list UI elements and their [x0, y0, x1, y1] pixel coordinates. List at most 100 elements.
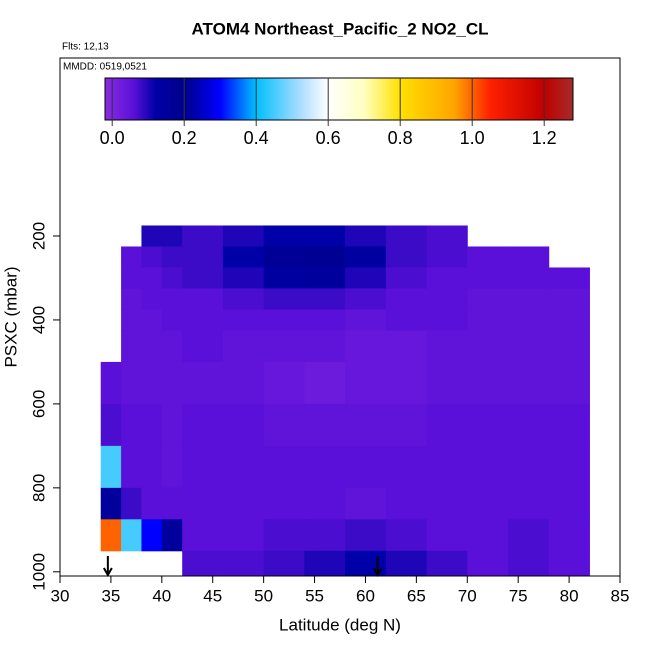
heat-cell [385, 288, 428, 310]
heat-cell [345, 225, 387, 247]
y-tick-label: 200 [29, 222, 48, 250]
heat-cell [345, 519, 387, 552]
heat-cell [385, 309, 428, 331]
colorbar-tick-label: 0.2 [172, 128, 197, 148]
heat-cell [426, 225, 468, 247]
heat-cell [304, 403, 346, 447]
heat-cell [141, 225, 163, 247]
x-tick-label: 30 [51, 586, 70, 605]
heat-cell [222, 267, 265, 289]
heat-cell [467, 550, 509, 577]
heat-cell [385, 361, 428, 405]
heat-cell [141, 267, 163, 289]
heat-cell [182, 225, 224, 247]
heat-cell [121, 361, 142, 405]
plot-frame [59, 57, 621, 577]
colorbar-tick-label: 1.2 [532, 128, 557, 148]
heat-cell [161, 519, 183, 552]
heat-cell [141, 519, 163, 552]
heat-cell [100, 519, 122, 552]
heat-cell [548, 361, 590, 405]
x-tick-label: 65 [407, 586, 426, 605]
heat-cell [385, 246, 428, 268]
annotation: MMDD: 0519,0521 [63, 62, 147, 73]
heat-cell [263, 403, 305, 447]
arrow [102, 556, 113, 578]
heat-cell [548, 550, 590, 577]
heat-cell [100, 361, 122, 405]
y-tick-label: 800 [29, 474, 48, 502]
heat-cell [121, 309, 142, 331]
heat-cell [345, 445, 387, 489]
heat-cell [222, 550, 265, 577]
heat-cell [141, 361, 163, 405]
heat-cell [182, 246, 224, 268]
heat-cell [161, 309, 183, 331]
heat-cell [508, 519, 550, 552]
heat-cell [263, 225, 305, 247]
heat-cell [345, 288, 387, 310]
heat-cell [182, 267, 224, 289]
heat-cell [141, 288, 163, 310]
x-tick-label: 40 [152, 586, 171, 605]
heat-cell [304, 288, 346, 310]
heat-cell [141, 246, 163, 268]
heat-cell [161, 288, 183, 310]
heat-cell [304, 487, 346, 520]
heat-cell [161, 361, 183, 405]
colorbar-tick-label: 0.4 [244, 128, 269, 148]
heat-cell [121, 330, 142, 363]
heat-cell [304, 519, 346, 552]
heat-cell [467, 403, 509, 447]
heat-cell [304, 550, 346, 577]
heat-cell [121, 519, 142, 552]
heat-cell [548, 445, 590, 489]
heat-cell [467, 361, 509, 405]
heat-cell [182, 550, 224, 577]
x-tick-label: 55 [305, 586, 324, 605]
heat-cell [385, 519, 428, 552]
heat-cell [141, 309, 163, 331]
heat-cell [161, 225, 183, 247]
heat-cell [508, 288, 550, 310]
heat-cell [508, 267, 550, 289]
heat-cell [222, 487, 265, 520]
heat-cell [548, 519, 590, 552]
heat-cell [161, 330, 183, 363]
heat-cell [263, 361, 305, 405]
heat-cell [222, 246, 265, 268]
x-axis-label: Latitude (deg N) [279, 615, 401, 634]
heat-cell [508, 361, 550, 405]
heat-cell [467, 519, 509, 552]
heat-cell [426, 403, 468, 447]
heat-cell [426, 361, 468, 405]
x-tick-label: 75 [509, 586, 528, 605]
x-tick-label: 80 [560, 586, 579, 605]
heat-cell [548, 330, 590, 363]
heat-cell [426, 267, 468, 289]
x-tick-label: 50 [254, 586, 273, 605]
heat-cell [182, 330, 224, 363]
colorbar-tick-label: 0.0 [100, 128, 125, 148]
heat-cell [182, 288, 224, 310]
heat-cell [345, 330, 387, 363]
colorbar [104, 77, 574, 121]
heat-cell [426, 487, 468, 520]
heat-cell [548, 288, 590, 310]
y-axis-label: PSXC (mbar) [1, 266, 20, 367]
y-tick-label: 400 [29, 306, 48, 334]
heat-cell [161, 246, 183, 268]
heat-cell [508, 246, 550, 268]
heat-cell [141, 445, 163, 489]
heat-cell [385, 267, 428, 289]
x-tick-label: 70 [458, 586, 477, 605]
heat-cell [548, 487, 590, 520]
heat-cell [385, 445, 428, 489]
heat-cell [222, 403, 265, 447]
y-tick-label: 1000 [29, 553, 48, 591]
heat-cell [222, 225, 265, 247]
heat-cell [467, 309, 509, 331]
heat-cell [385, 330, 428, 363]
arrow [372, 556, 383, 578]
heat-cell [182, 361, 224, 405]
